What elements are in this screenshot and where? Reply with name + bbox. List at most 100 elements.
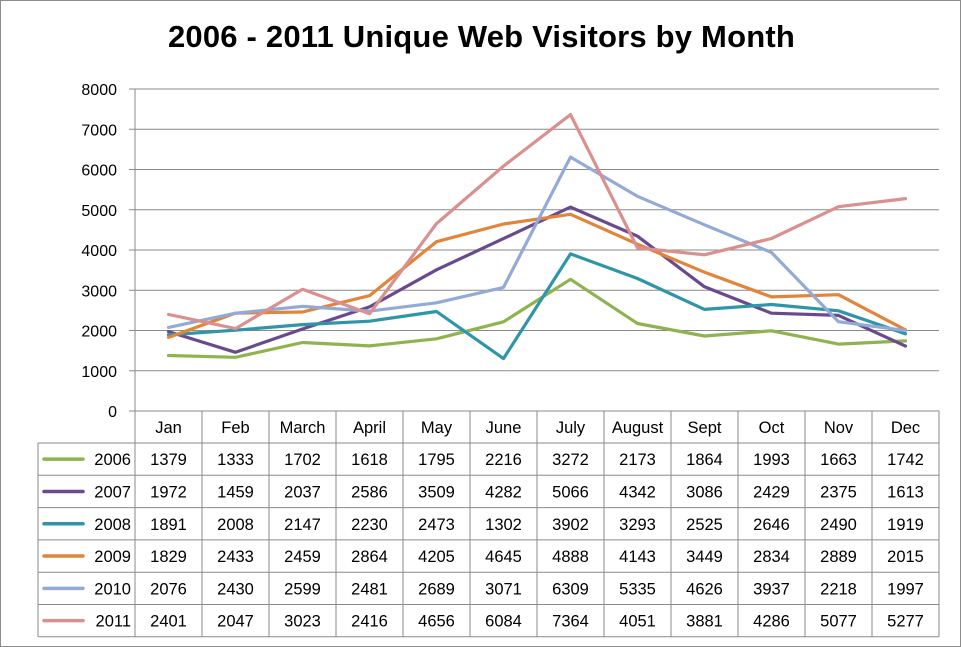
data-value-label: 2433 <box>217 548 254 566</box>
legend-series-name: 2009 <box>94 548 131 566</box>
data-value-label: 1993 <box>753 451 790 469</box>
data-value-label: 1663 <box>820 451 857 469</box>
y-tick-label: 5000 <box>81 203 117 220</box>
data-value-label: 4626 <box>686 580 723 598</box>
data-value-label: 4645 <box>485 548 522 566</box>
data-value-label: 2216 <box>485 451 522 469</box>
data-value-label: 2889 <box>820 548 857 566</box>
data-value-label: 3293 <box>619 516 656 534</box>
chart-title: 2006 - 2011 Unique Web Visitors by Month <box>167 19 796 54</box>
data-value-label: 2015 <box>887 548 924 566</box>
data-value-label: 1864 <box>686 451 723 469</box>
data-value-label: 3937 <box>753 580 790 598</box>
y-tick-label: 7000 <box>81 122 117 139</box>
data-value-label: 2834 <box>753 548 790 566</box>
data-value-label: 1702 <box>284 451 321 469</box>
data-value-label: 2525 <box>686 516 723 534</box>
y-tick-label: 0 <box>108 404 117 421</box>
x-category-label: Nov <box>824 419 854 437</box>
data-value-label: 1919 <box>887 516 924 534</box>
data-value-label: 2689 <box>418 580 455 598</box>
data-value-label: 1972 <box>150 483 187 501</box>
y-tick-label: 6000 <box>81 163 117 180</box>
legend-series-name: 2010 <box>94 580 131 598</box>
data-value-label: 1829 <box>150 548 187 566</box>
data-value-label: 3881 <box>686 613 723 631</box>
data-value-label: 4205 <box>418 548 455 566</box>
x-category-label: June <box>486 419 522 437</box>
data-value-label: 2218 <box>820 580 857 598</box>
y-tick-label: 4000 <box>81 243 117 260</box>
data-value-label: 1795 <box>418 451 455 469</box>
data-value-label: 3272 <box>552 451 589 469</box>
data-value-label: 2429 <box>753 483 790 501</box>
data-value-label: 2375 <box>820 483 857 501</box>
data-value-label: 3023 <box>284 613 321 631</box>
data-value-label: 1379 <box>150 451 187 469</box>
data-value-label: 2481 <box>351 580 388 598</box>
data-value-label: 1618 <box>351 451 388 469</box>
data-value-label: 4888 <box>552 548 589 566</box>
data-value-label: 2459 <box>284 548 321 566</box>
legend-series-name: 2006 <box>94 451 131 469</box>
data-value-label: 6084 <box>485 613 522 631</box>
data-value-label: 2401 <box>150 613 187 631</box>
x-category-label: Sept <box>688 419 722 437</box>
data-value-label: 2230 <box>351 516 388 534</box>
data-value-label: 5077 <box>820 613 857 631</box>
data-value-label: 2473 <box>418 516 455 534</box>
data-value-label: 7364 <box>552 613 589 631</box>
data-value-label: 1742 <box>887 451 924 469</box>
data-value-label: 2047 <box>217 613 254 631</box>
data-value-label: 2076 <box>150 580 187 598</box>
data-value-label: 2037 <box>284 483 321 501</box>
data-value-label: 2416 <box>351 613 388 631</box>
data-value-label: 2008 <box>217 516 254 534</box>
data-value-label: 4143 <box>619 548 656 566</box>
data-value-label: 4342 <box>619 483 656 501</box>
x-category-label: Feb <box>221 419 249 437</box>
data-value-label: 4051 <box>619 613 656 631</box>
data-value-label: 5335 <box>619 580 656 598</box>
data-value-label: 4656 <box>418 613 455 631</box>
data-value-label: 4282 <box>485 483 522 501</box>
data-value-label: 1997 <box>887 580 924 598</box>
data-value-label: 2430 <box>217 580 254 598</box>
data-value-label: 2490 <box>820 516 857 534</box>
data-value-label: 2599 <box>284 580 321 598</box>
data-value-label: 4286 <box>753 613 790 631</box>
legend-series-name: 2007 <box>94 483 131 501</box>
series-line-2010 <box>166 155 908 333</box>
data-value-label: 1891 <box>150 516 187 534</box>
data-value-label: 3086 <box>686 483 723 501</box>
data-value-label: 3509 <box>418 483 455 501</box>
x-category-label: March <box>280 419 326 437</box>
data-value-label: 2147 <box>284 516 321 534</box>
data-value-label: 2646 <box>753 516 790 534</box>
data-value-label: 1613 <box>887 483 924 501</box>
x-category-label: Jan <box>155 419 182 437</box>
legend-series-name: 2011 <box>96 613 131 631</box>
data-value-label: 2586 <box>351 483 388 501</box>
x-category-label: May <box>421 419 453 437</box>
data-value-label: 1333 <box>217 451 254 469</box>
y-tick-label: 2000 <box>81 324 117 341</box>
data-value-label: 3449 <box>686 548 723 566</box>
data-value-label: 5277 <box>887 613 924 631</box>
x-category-label: July <box>556 419 586 437</box>
data-value-label: 3902 <box>552 516 589 534</box>
series-line-2011 <box>166 112 908 331</box>
series-line-2008 <box>166 252 908 361</box>
data-value-label: 6309 <box>552 580 589 598</box>
y-tick-label: 3000 <box>81 283 117 300</box>
legend-series-name: 2008 <box>94 516 131 534</box>
series-line-2006 <box>166 277 908 359</box>
data-value-label: 5066 <box>552 483 589 501</box>
x-category-label: Dec <box>891 419 920 437</box>
data-value-label: 2173 <box>619 451 656 469</box>
y-tick-label: 1000 <box>81 364 117 381</box>
data-value-label: 3071 <box>485 580 522 598</box>
data-value-label: 1302 <box>485 516 522 534</box>
